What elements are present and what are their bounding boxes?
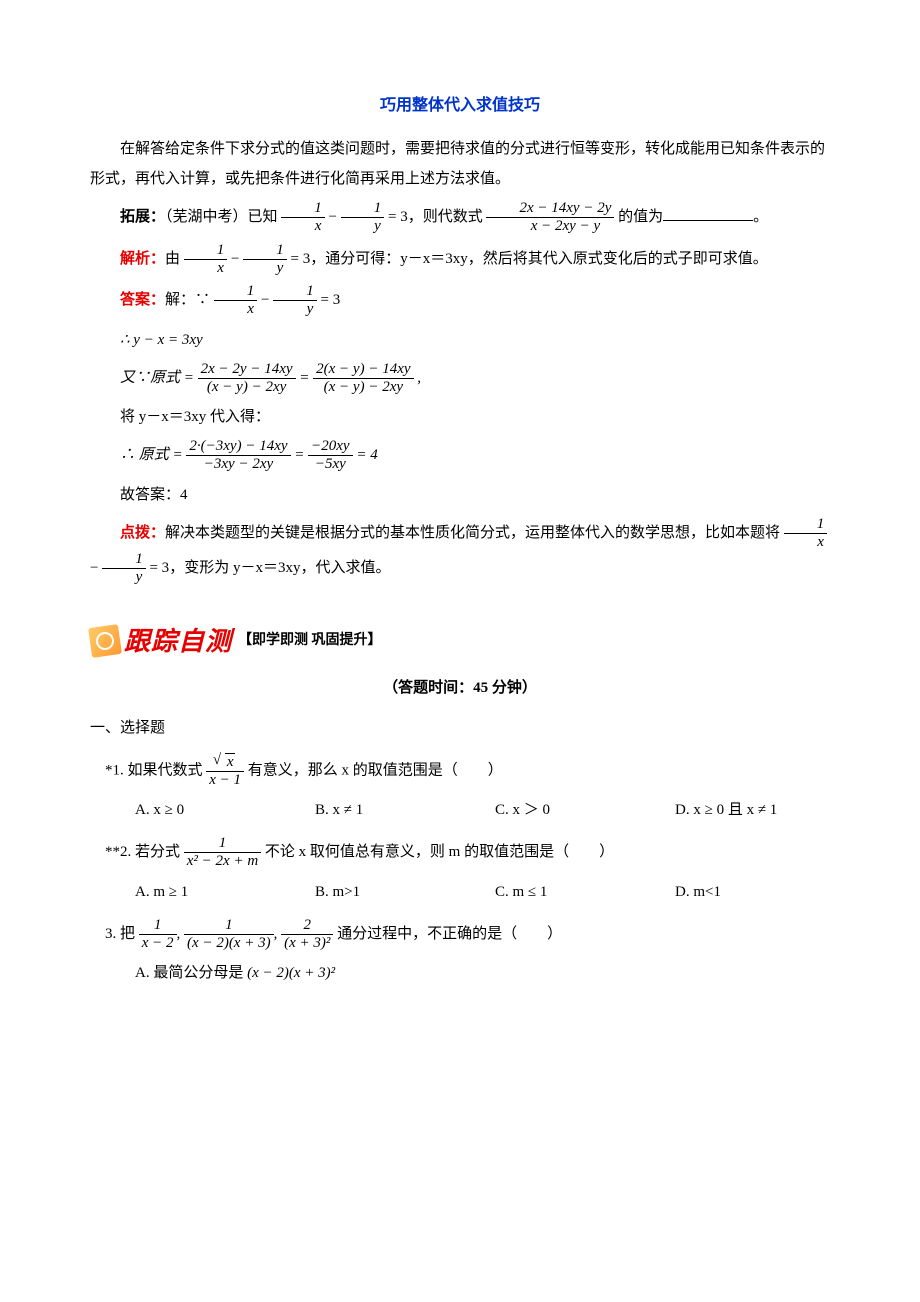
final-answer-text: 故答案：4 bbox=[120, 480, 830, 510]
q1-opt-a: A. x ≥ 0 bbox=[135, 795, 255, 825]
q3-pre: 3. 把 bbox=[105, 926, 135, 942]
frac-1x-ans: 1x bbox=[214, 283, 258, 319]
q1-frac: x x − 1 bbox=[206, 753, 244, 790]
frac-1-over-y: 1y bbox=[341, 200, 385, 236]
section-1-heading: 一、选择题 bbox=[90, 713, 830, 743]
time-note: （答题时间：45 分钟） bbox=[90, 673, 830, 703]
q2-opt-a: A. m ≥ 1 bbox=[135, 877, 255, 907]
question-2: **2. 若分式 1x² − 2x + m 不论 x 取何值总有意义，则 m 的… bbox=[105, 835, 830, 871]
substitute-note: 将 y－x＝3xy 代入得： bbox=[120, 402, 830, 432]
frac-1y-ans: 1y bbox=[273, 283, 317, 319]
frac-1y-an: 1y bbox=[243, 242, 287, 278]
question-1: *1. 如果代数式 x x − 1 有意义，那么 x 的取值范围是（ ） bbox=[105, 753, 830, 790]
extension-problem: 拓展：（芜湖中考）已知 1x − 1y = 3，则代数式 2x − 14xy −… bbox=[90, 200, 830, 236]
banner-sub: 【即学即测 巩固提升】 bbox=[238, 627, 382, 655]
q1-pre: *1. 如果代数式 bbox=[105, 762, 203, 778]
q2-frac: 1x² − 2x + m bbox=[184, 835, 261, 871]
q3A-expr: (x − 2)(x + 3)² bbox=[247, 965, 335, 981]
deriv-line-1: ∴ y − x = 3xy bbox=[120, 325, 830, 355]
analysis-pre: 由 bbox=[165, 251, 180, 267]
final-eq: = 4 bbox=[356, 447, 377, 463]
q2-opt-d: D. m<1 bbox=[675, 877, 795, 907]
question-3: 3. 把 1x − 2, 1(x − 2)(x + 3), 2(x + 3)² … bbox=[105, 917, 830, 953]
eq-three: = 3 bbox=[388, 209, 408, 225]
q1-post: 有意义，那么 x 的取值范围是（ ） bbox=[248, 762, 503, 778]
final-expr-line: ∴ 原式 = 2·(−3xy) − 14xy−3xy − 2xy = −20xy… bbox=[120, 438, 830, 474]
frac-1y-hint: 1y bbox=[102, 551, 146, 587]
frac-1-over-x: 1x bbox=[281, 200, 325, 236]
extension-tail: 的值为 bbox=[618, 209, 663, 225]
q2-opt-b: B. m>1 bbox=[315, 877, 435, 907]
q2-opt-c: C. m ≤ 1 bbox=[495, 877, 615, 907]
hint-label: 点拨： bbox=[120, 525, 165, 541]
q1-options: A. x ≥ 0 B. x ≠ 1 C. x ＞ 0 D. x ≥ 0 且 x … bbox=[135, 795, 830, 825]
hint-paragraph: 点拨：解决本类题型的关键是根据分式的基本性质化简分式，运用整体代入的数学思想，比… bbox=[90, 516, 830, 587]
frac-orig-left: 2x − 2y − 14xy(x − y) − 2xy bbox=[198, 361, 296, 397]
q3A-pre: A. 最简公分母是 bbox=[135, 965, 243, 981]
q1-opt-d: D. x ≥ 0 且 x ≠ 1 bbox=[675, 795, 795, 825]
answer-pre: 解：∵ bbox=[165, 292, 210, 308]
q1-opt-c: C. x ＞ 0 bbox=[495, 795, 615, 825]
q1-opt-b: B. x ≠ 1 bbox=[315, 795, 435, 825]
hint-post: ，变形为 y－x＝3xy，代入求值。 bbox=[169, 560, 390, 576]
answer-blank bbox=[663, 205, 753, 221]
final-pre: ∴ 原式 bbox=[120, 447, 169, 463]
frac-orig-right: 2(x − y) − 14xy(x − y) − 2xy bbox=[313, 361, 413, 397]
q3-frac2: 1(x − 2)(x + 3) bbox=[184, 917, 274, 953]
answer-start: 答案：解：∵ 1x − 1y = 3 bbox=[90, 283, 830, 319]
analysis-paragraph: 解析：由 1x − 1y = 3，通分可得：y－x＝3xy，然后将其代入原式变化… bbox=[90, 242, 830, 278]
frac-final-mid: −20xy−5xy bbox=[308, 438, 352, 474]
frac-final-left: 2·(−3xy) − 14xy−3xy − 2xy bbox=[186, 438, 290, 474]
self-test-banner: 跟踪自测 【即学即测 巩固提升】 bbox=[90, 615, 830, 667]
q2-options: A. m ≥ 1 B. m>1 C. m ≤ 1 D. m<1 bbox=[135, 877, 830, 907]
page-title: 巧用整体代入求值技巧 bbox=[90, 90, 830, 122]
q2-post: 不论 x 取何值总有意义，则 m 的取值范围是（ ） bbox=[265, 844, 614, 860]
q3-opt-a: A. 最简公分母是 (x − 2)(x + 3)² bbox=[135, 958, 830, 988]
q3-frac1: 1x − 2 bbox=[139, 917, 177, 953]
answer-label: 答案： bbox=[120, 292, 165, 308]
analysis-label: 解析： bbox=[120, 251, 165, 267]
extension-source: （芜湖中考）已知 bbox=[165, 209, 278, 225]
magnifier-icon bbox=[88, 624, 122, 658]
frac-target-expr: 2x − 14xy − 2yx − 2xy − y bbox=[486, 200, 614, 236]
q3-post: 通分过程中，不正确的是（ ） bbox=[337, 926, 562, 942]
frac-1x-hint: 1x bbox=[784, 516, 828, 552]
q3-frac3: 2(x + 3)² bbox=[281, 917, 333, 953]
hint-pre: 解决本类题型的关键是根据分式的基本性质化简分式，运用整体代入的数学思想，比如本题… bbox=[165, 525, 780, 541]
orig-pre: 又∵原式 bbox=[120, 370, 180, 386]
extension-label: 拓展： bbox=[120, 209, 165, 225]
q2-pre: **2. 若分式 bbox=[105, 844, 180, 860]
banner-main: 跟踪自测 bbox=[90, 615, 232, 667]
frac-1x-an: 1x bbox=[184, 242, 228, 278]
extension-mid: ，则代数式 bbox=[408, 209, 483, 225]
intro-paragraph: 在解答给定条件下求分式的值这类问题时，需要把待求值的分式进行恒等变形，转化成能用… bbox=[90, 134, 830, 194]
orig-expr-line: 又∵原式 = 2x − 2y − 14xy(x − y) − 2xy = 2(x… bbox=[120, 361, 830, 397]
analysis-post: ，通分可得：y－x＝3xy，然后将其代入原式变化后的式子即可求值。 bbox=[310, 251, 768, 267]
